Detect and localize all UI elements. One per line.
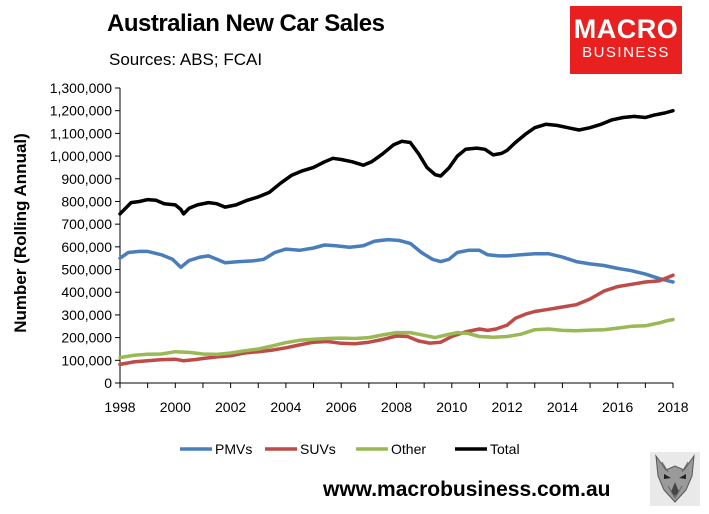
legend-label-suvs: SUVs bbox=[300, 441, 336, 457]
x-tick-label: 2010 bbox=[436, 399, 467, 415]
x-tick-label: 2016 bbox=[602, 399, 633, 415]
x-tick-label: 2012 bbox=[492, 399, 523, 415]
wolf-icon bbox=[650, 452, 700, 506]
y-tick-label: 1,100,000 bbox=[50, 125, 112, 141]
x-tick-label: 2000 bbox=[160, 399, 191, 415]
y-tick-label: 1,000,000 bbox=[50, 148, 112, 164]
y-tick-label: 900,000 bbox=[61, 171, 112, 187]
series-line-pmvs bbox=[118, 237, 675, 284]
x-tick-label: 2002 bbox=[215, 399, 246, 415]
x-tick-label: 2014 bbox=[547, 399, 578, 415]
y-tick-label: 600,000 bbox=[61, 239, 112, 255]
y-tick-label: 400,000 bbox=[61, 284, 112, 300]
macrobusiness-logo[interactable]: MACRO BUSINESS bbox=[570, 6, 682, 74]
series-line-other bbox=[118, 317, 675, 360]
x-tick-label: 2018 bbox=[657, 399, 688, 415]
y-tick-label: 1,300,000 bbox=[50, 80, 112, 96]
plot-series bbox=[118, 108, 675, 367]
x-tick-label: 1998 bbox=[104, 399, 135, 415]
legend-label-pmvs: PMVs bbox=[215, 441, 252, 457]
y-axis: 0 100,000 200,000 300,000 400,000 500,000 600,… bbox=[50, 80, 121, 391]
legend-label-total: Total bbox=[490, 441, 520, 457]
y-tick-label: 200,000 bbox=[61, 330, 112, 346]
legend-label-other: Other bbox=[391, 441, 426, 457]
chart-title: Australian New Car Sales bbox=[107, 10, 385, 37]
y-tick-label: 300,000 bbox=[61, 307, 112, 323]
x-tick-label: 2006 bbox=[326, 399, 357, 415]
y-tick-label: 700,000 bbox=[61, 216, 112, 232]
y-tick-label: 100,000 bbox=[61, 352, 112, 368]
y-axis-title: Number (Rolling Annual) bbox=[11, 133, 30, 333]
brand-line-2: BUSINESS bbox=[582, 44, 670, 61]
x-axis: 1998 2000 2002 2004 2006 2008 2010 2012 2014 2016… bbox=[104, 382, 689, 415]
series-line-total bbox=[118, 108, 675, 216]
series-line-suvs bbox=[118, 273, 675, 367]
legend: PMVs SUVs Other Total bbox=[180, 441, 520, 457]
y-tick-label: 500,000 bbox=[61, 262, 112, 278]
website-url[interactable]: www.macrobusiness.com.au bbox=[323, 478, 611, 501]
y-tick-label: 0 bbox=[104, 375, 112, 391]
x-tick-label: 2008 bbox=[381, 399, 412, 415]
chart-subtitle: Sources: ABS; FCAI bbox=[109, 50, 263, 69]
brand-line-1: MACRO bbox=[573, 14, 679, 44]
x-tick-label: 2004 bbox=[270, 399, 301, 415]
y-tick-label: 800,000 bbox=[61, 193, 112, 209]
y-tick-label: 1,200,000 bbox=[50, 103, 112, 119]
